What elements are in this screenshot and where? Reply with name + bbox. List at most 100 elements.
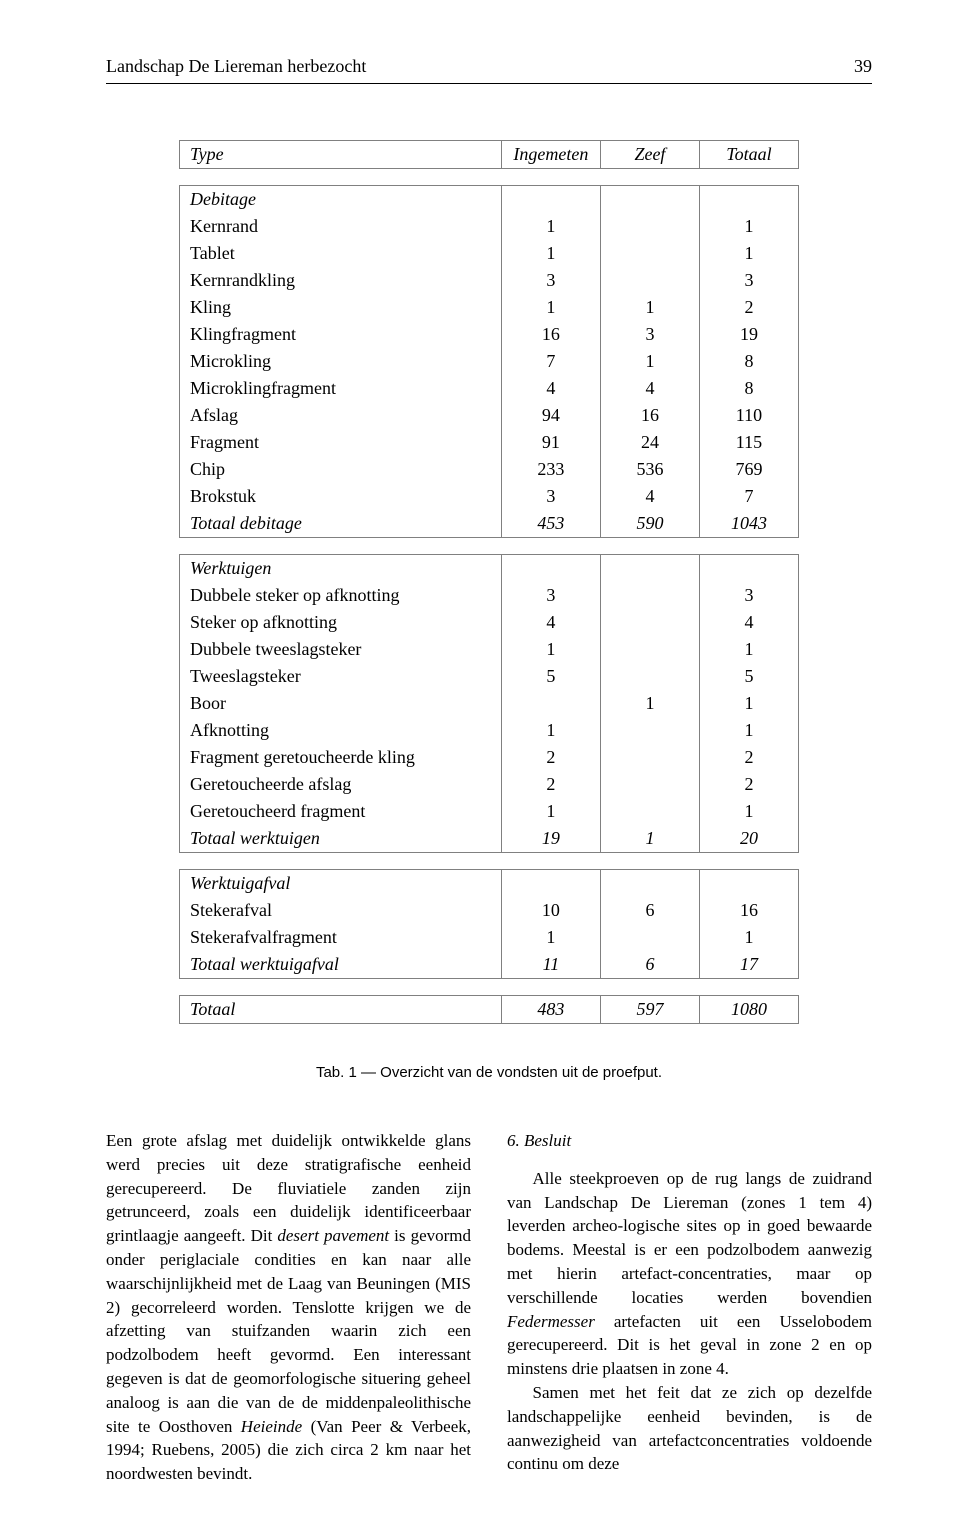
body-text: is gevormd onder periglaciale condities … — [106, 1226, 471, 1435]
row-value: 1 — [699, 924, 798, 951]
row-value: 5 — [699, 663, 798, 690]
row-value — [600, 744, 699, 771]
row-value: 19 — [699, 321, 798, 348]
left-paragraph: Een grote afslag met duidelijk ontwikkel… — [106, 1129, 471, 1486]
empty-cell — [600, 186, 699, 214]
row-value — [600, 924, 699, 951]
row-value: 1 — [600, 690, 699, 717]
empty-cell — [699, 555, 798, 583]
section-total-value: 590 — [600, 510, 699, 538]
row-value: 16 — [699, 897, 798, 924]
section-total-value: 1043 — [699, 510, 798, 538]
row-value: 1 — [501, 240, 600, 267]
row-value: 10 — [501, 897, 600, 924]
row-label: Kernrand — [180, 213, 502, 240]
right-column: 6. Besluit Alle steekproeven op de rug l… — [507, 1129, 872, 1486]
row-value: 3 — [600, 321, 699, 348]
body-italic: Federmesser — [507, 1312, 595, 1331]
row-value — [600, 771, 699, 798]
body-italic: desert pave­ment — [277, 1226, 389, 1245]
row-value — [600, 267, 699, 294]
row-value: 1 — [699, 213, 798, 240]
section-total-label: Totaal werktuigafval — [180, 951, 502, 979]
empty-cell — [501, 555, 600, 583]
row-label: Tweeslagsteker — [180, 663, 502, 690]
row-value: 1 — [501, 924, 600, 951]
row-label: Tablet — [180, 240, 502, 267]
row-value: 1 — [699, 798, 798, 825]
grand-total-label: Totaal — [180, 996, 502, 1024]
row-value: 1 — [501, 294, 600, 321]
row-value: 1 — [699, 240, 798, 267]
row-value: 7 — [501, 348, 600, 375]
row-label: Geretoucheerd fragment — [180, 798, 502, 825]
row-label: Chip — [180, 456, 502, 483]
row-value: 4 — [501, 609, 600, 636]
row-value: 16 — [501, 321, 600, 348]
row-value: 3 — [699, 267, 798, 294]
running-header: Landschap De Liereman herbezocht 39 — [106, 56, 872, 84]
section-title: Debitage — [180, 186, 502, 214]
grand-total-v3: 1080 — [699, 996, 798, 1024]
data-table: WerktuigenDubbele steker op afknotting33… — [179, 554, 799, 853]
row-value — [501, 690, 600, 717]
row-value: 4 — [699, 609, 798, 636]
row-value — [600, 636, 699, 663]
row-label: Geretoucheerde afslag — [180, 771, 502, 798]
data-table: DebitageKernrand11Tablet11Kernrandkling3… — [179, 185, 799, 538]
grand-total-v1: 483 — [501, 996, 600, 1024]
section-total-label: Totaal werktuigen — [180, 825, 502, 853]
data-table: WerktuigafvalStekerafval10616Stekerafval… — [179, 869, 799, 979]
row-value: 1 — [501, 717, 600, 744]
row-value: 91 — [501, 429, 600, 456]
empty-cell — [501, 186, 600, 214]
row-value: 7 — [699, 483, 798, 510]
right-paragraph-2: Samen met het feit dat ze zich op dezelf… — [507, 1381, 872, 1476]
row-value — [600, 717, 699, 744]
row-value: 536 — [600, 456, 699, 483]
section-title: Werktuigafval — [180, 870, 502, 898]
row-value: 8 — [699, 348, 798, 375]
row-value: 3 — [501, 483, 600, 510]
row-value: 2 — [501, 744, 600, 771]
row-value: 1 — [501, 636, 600, 663]
row-value: 3 — [699, 582, 798, 609]
section-total-value: 11 — [501, 951, 600, 979]
section-total-label: Totaal debitage — [180, 510, 502, 538]
row-value: 3 — [501, 267, 600, 294]
row-label: Afslag — [180, 402, 502, 429]
tables-wrap: Type Ingemeten Zeef Totaal DebitageKernr… — [179, 140, 799, 1024]
col-header-ingemeten: Ingemeten — [501, 141, 600, 169]
empty-cell — [501, 870, 600, 898]
empty-cell — [699, 870, 798, 898]
row-value: 2 — [699, 744, 798, 771]
row-value: 769 — [699, 456, 798, 483]
row-value — [600, 582, 699, 609]
table-sections: DebitageKernrand11Tablet11Kernrandkling3… — [179, 185, 799, 979]
row-value: 1 — [600, 348, 699, 375]
empty-cell — [699, 186, 798, 214]
row-label: Fragment — [180, 429, 502, 456]
row-label: Kernrandkling — [180, 267, 502, 294]
row-value: 2 — [699, 771, 798, 798]
row-value: 1 — [699, 717, 798, 744]
row-value: 2 — [699, 294, 798, 321]
row-value: 3 — [501, 582, 600, 609]
row-value: 2 — [501, 771, 600, 798]
section-total-value: 19 — [501, 825, 600, 853]
body-italic: Heieinde — [241, 1417, 302, 1436]
row-value: 110 — [699, 402, 798, 429]
row-value: 233 — [501, 456, 600, 483]
empty-cell — [600, 870, 699, 898]
row-value: 16 — [600, 402, 699, 429]
row-value: 4 — [600, 483, 699, 510]
row-value: 5 — [501, 663, 600, 690]
row-value — [600, 213, 699, 240]
table-header: Type Ingemeten Zeef Totaal — [179, 140, 799, 169]
row-label: Microklingfragment — [180, 375, 502, 402]
row-value: 1 — [600, 294, 699, 321]
section-total-value: 20 — [699, 825, 798, 853]
table-caption: Tab. 1 — Overzicht van de vondsten uit d… — [106, 1064, 872, 1081]
row-value: 24 — [600, 429, 699, 456]
row-label: Kling — [180, 294, 502, 321]
